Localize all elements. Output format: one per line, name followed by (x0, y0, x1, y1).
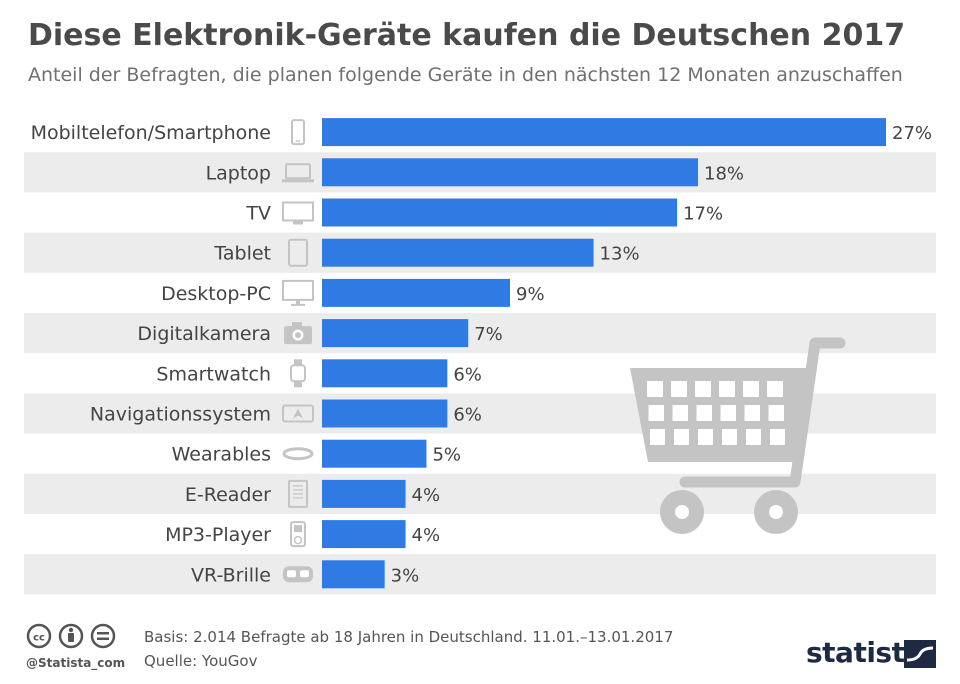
footer-basis: Basis: 2.014 Befragte ab 18 Jahren in De… (144, 628, 674, 646)
mp3-player-icon (290, 521, 306, 548)
value-label: 13% (600, 244, 640, 265)
attribution-icon (58, 623, 84, 649)
chart-subtitle: Anteil der Befragten, die planen folgend… (28, 64, 903, 86)
value-label: 27% (892, 123, 932, 144)
category-label: Laptop (206, 162, 271, 184)
vr-headset-icon (283, 566, 313, 583)
category-label: Navigationssystem (90, 404, 271, 426)
tablet-icon (288, 238, 308, 267)
bar (322, 520, 406, 549)
svg-text:cc: cc (33, 633, 45, 644)
category-label: Tablet (213, 243, 271, 265)
value-label: 6% (453, 405, 482, 426)
category-label: Wearables (172, 444, 271, 466)
no-derivatives-icon (90, 623, 116, 649)
value-label: 7% (474, 324, 503, 345)
license-icons: cc (26, 623, 116, 649)
e-reader-icon (288, 479, 308, 508)
value-label: 4% (412, 525, 441, 546)
bar (322, 238, 594, 267)
laptop-icon (282, 163, 314, 183)
statista-handle: @Statista_com (26, 656, 126, 670)
smartwatch-icon (290, 359, 306, 388)
statista-logo-icon[interactable] (904, 640, 936, 668)
bar (322, 439, 427, 468)
footer-source: Quelle: YouGov (144, 652, 258, 670)
bar (322, 158, 698, 187)
cc-icon: cc (26, 623, 52, 649)
bar-chart: Mobiltelefon/Smartphone Laptop TV Tablet Des… (24, 118, 936, 595)
bar (322, 319, 469, 348)
desktop-pc-icon (282, 279, 314, 306)
bar (322, 198, 678, 227)
category-label: Smartwatch (156, 363, 271, 385)
category-label: TV (245, 203, 271, 225)
wearable-band-icon (282, 447, 314, 461)
bar (322, 560, 385, 589)
smartphone-icon (291, 119, 305, 146)
row-stripes (24, 152, 936, 595)
bar (322, 479, 406, 508)
value-label: 9% (516, 284, 545, 305)
category-icons (282, 119, 314, 583)
category-label: Mobiltelefon/Smartphone (31, 122, 271, 144)
value-label: 18% (704, 163, 744, 184)
value-label: 6% (453, 364, 482, 385)
chart-title: Diese Elektronik-Geräte kaufen die Deuts… (28, 18, 906, 53)
value-label: 17% (683, 204, 723, 225)
category-label: VR-Brille (191, 564, 271, 586)
shopping-cart-icon (630, 337, 846, 534)
statista-logo-text[interactable]: statista (806, 636, 923, 669)
camera-icon (284, 322, 312, 345)
category-label: Desktop-PC (161, 283, 271, 305)
category-label: Digitalkamera (137, 323, 271, 345)
bar (322, 118, 886, 147)
navigation-icon (282, 404, 314, 423)
bar (322, 278, 510, 307)
bar (322, 359, 448, 388)
value-labels: 27% 18% 17% 13% 9% 7% 6% 6% 5% 4% 4% 3% (391, 123, 932, 586)
bar (322, 399, 448, 428)
value-label: 4% (412, 485, 441, 506)
row-stripe (24, 554, 936, 595)
tv-icon (282, 201, 314, 225)
category-label: MP3-Player (165, 524, 271, 546)
category-labels: Mobiltelefon/Smartphone Laptop TV Tablet Des… (31, 122, 272, 586)
value-label: 5% (432, 445, 461, 466)
row-stripe (24, 313, 936, 354)
bars (322, 118, 886, 589)
value-label: 3% (391, 565, 420, 586)
category-label: E-Reader (185, 484, 271, 506)
